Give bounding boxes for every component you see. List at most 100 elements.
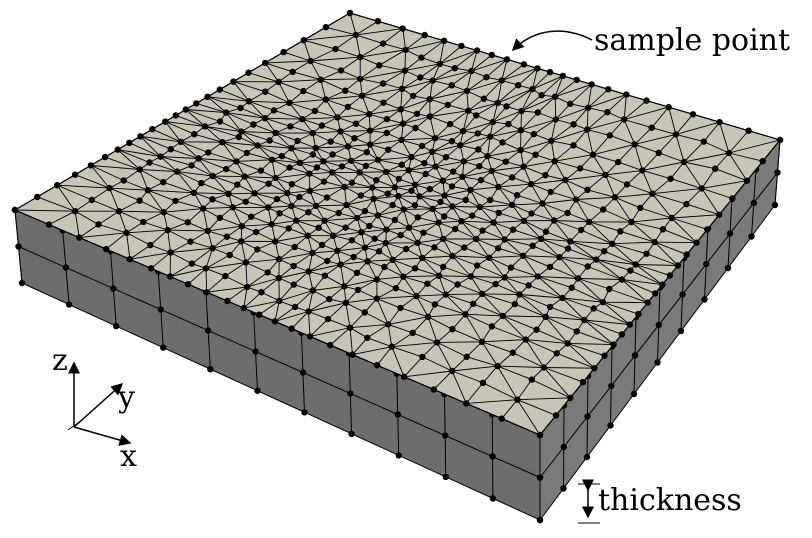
axis-triad: z y x (52, 343, 137, 474)
mesh-node (275, 274, 283, 282)
mesh-node (209, 245, 216, 252)
mesh-node (160, 209, 167, 216)
side-node (348, 430, 355, 437)
side-node (536, 474, 544, 481)
mesh-node (745, 127, 752, 134)
mesh-node (412, 124, 419, 132)
mesh-node (585, 218, 593, 225)
mesh-node (305, 308, 312, 315)
mesh-node (327, 138, 334, 145)
mesh-node (631, 141, 638, 148)
mesh-node (327, 341, 334, 349)
mesh-node (564, 209, 571, 217)
mesh-node (436, 60, 444, 67)
mesh-node (288, 145, 295, 152)
mesh-node (476, 203, 483, 211)
mesh-node (454, 281, 461, 288)
side-node (655, 321, 662, 329)
mesh-node (452, 225, 459, 233)
mesh-node (318, 241, 326, 249)
mesh-node (627, 267, 634, 274)
mesh-node (469, 212, 476, 219)
mesh-node (222, 272, 229, 280)
mesh-node (426, 96, 433, 103)
mesh-node (291, 243, 298, 251)
mesh-node (385, 321, 392, 328)
mesh-node (507, 264, 515, 271)
mesh-node (620, 116, 628, 123)
mesh-node (489, 118, 496, 126)
mesh-node (665, 103, 672, 111)
mesh-node (499, 312, 506, 320)
mesh-node (418, 54, 425, 61)
mesh-node (759, 158, 766, 165)
mesh-node (488, 323, 496, 330)
mesh-node (358, 92, 366, 99)
mesh-node (400, 206, 407, 213)
mesh-node (414, 239, 421, 246)
side-node (584, 413, 591, 420)
mesh-node (347, 157, 355, 164)
mesh-node (195, 155, 202, 162)
mesh-node (632, 261, 639, 268)
mesh-node (666, 272, 674, 279)
mesh-node (398, 85, 406, 93)
mesh-node (426, 185, 433, 193)
mesh-node (200, 205, 207, 212)
mesh-node (257, 167, 265, 174)
mesh-node (330, 232, 337, 239)
mesh-node (623, 91, 630, 98)
mesh-node (379, 40, 387, 47)
mesh-node (349, 351, 356, 358)
mesh-node (405, 224, 413, 231)
mesh-node (167, 273, 174, 280)
mesh-node (177, 138, 184, 145)
mesh-node (343, 201, 350, 209)
mesh-node (483, 74, 490, 81)
mesh-node (590, 305, 597, 312)
mesh-node (460, 158, 468, 165)
mesh-node (446, 120, 454, 128)
mesh-node (478, 338, 486, 345)
mesh-node (461, 244, 468, 251)
mesh-node (463, 353, 470, 360)
mesh-node (716, 211, 723, 218)
mesh-node (432, 163, 439, 170)
mesh-node (473, 235, 480, 243)
mesh-node (322, 24, 330, 31)
mesh-node (474, 130, 481, 137)
mesh-node (254, 246, 261, 253)
side-node (110, 285, 117, 292)
mesh-node (601, 248, 608, 255)
mesh-node (71, 171, 79, 178)
mesh-node (499, 139, 506, 146)
mesh-node (384, 190, 391, 197)
mesh-node (358, 229, 365, 236)
mesh-node (290, 262, 297, 270)
mesh-node (618, 276, 625, 283)
mesh-node (238, 238, 245, 245)
mesh-node (419, 353, 426, 361)
mesh-node (704, 226, 711, 233)
mesh-node (659, 281, 666, 288)
mesh-node (462, 196, 469, 204)
mesh-node (473, 47, 481, 54)
mesh-node (341, 183, 348, 191)
side-node (677, 327, 685, 335)
mesh-node (440, 235, 447, 243)
side-node (157, 306, 164, 313)
mesh-node (172, 112, 179, 119)
mesh-node (402, 245, 410, 253)
mesh-node (323, 194, 331, 201)
mesh-node (342, 87, 349, 94)
mesh-node (536, 431, 544, 439)
mesh-node (651, 238, 658, 246)
mesh-node (353, 214, 361, 222)
mesh-node (498, 77, 505, 84)
mesh-node (449, 326, 456, 333)
mesh-node (11, 206, 19, 214)
mesh-node (559, 72, 567, 80)
mesh-node (643, 250, 650, 257)
mesh-node (635, 310, 642, 318)
mesh-node (87, 162, 95, 169)
